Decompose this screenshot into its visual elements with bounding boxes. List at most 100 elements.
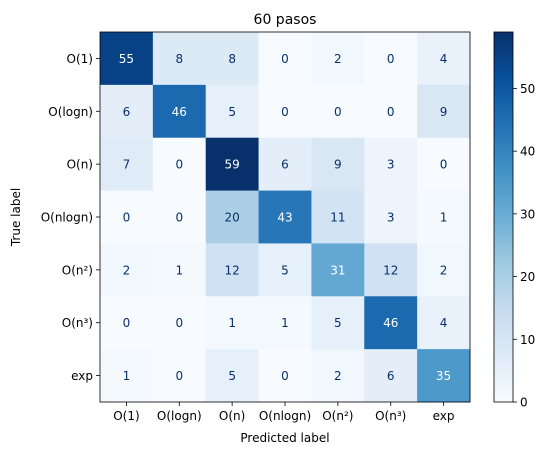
colorbar-tick-label: 0 xyxy=(520,396,528,410)
x-tick-label: exp xyxy=(433,409,455,423)
colorbar xyxy=(493,31,514,403)
heatmap-cell xyxy=(417,84,471,139)
y-axis-ticks: O(1) O(logn) O(n) O(nlogn) O(n²) O(n³) exp xyxy=(41,52,100,383)
heatmap-cell xyxy=(258,296,312,350)
cell-value-label: 2 xyxy=(334,369,342,383)
cell-value-label: 1 xyxy=(281,316,289,330)
heatmap-cell xyxy=(364,296,418,350)
cell-value-label: 0 xyxy=(281,52,289,66)
x-tick-label: O(n²) xyxy=(322,409,353,423)
heatmap-cell xyxy=(152,137,207,192)
cell-value-label: 1 xyxy=(228,316,236,330)
heatmap-cell xyxy=(205,349,260,403)
cell-value-label: 5 xyxy=(281,263,289,277)
colorbar-tick-label: 30 xyxy=(520,207,535,221)
heatmap-cell xyxy=(152,32,207,86)
cell-value-label: 5 xyxy=(228,369,236,383)
cell-value-label: 20 xyxy=(225,211,240,225)
heatmap-cell xyxy=(205,190,260,244)
cell-value-label: 0 xyxy=(123,211,131,225)
heatmap-cell xyxy=(364,32,418,86)
cell-value-label: 0 xyxy=(175,158,183,172)
cell-value-label: 12 xyxy=(383,263,398,277)
heatmap-cell xyxy=(205,137,260,192)
cell-value-label: 0 xyxy=(175,369,183,383)
cell-value-labels: 55 8 8 0 2 0 46 46 5 0 0 0 97 0 59 6 9 3 00 0 20 43 11 3 12 1 12 5 3… xyxy=(119,52,451,383)
cell-value-label: 11 xyxy=(330,211,345,225)
heatmap-cell xyxy=(152,296,207,350)
heatmap-cell xyxy=(258,84,312,139)
heatmap-cell xyxy=(417,190,471,244)
heatmap-cell xyxy=(258,190,312,244)
heatmap-cell xyxy=(258,137,312,192)
cell-value-label: 0 xyxy=(387,52,395,66)
y-tick-label: exp xyxy=(71,369,93,383)
x-tick-label: O(logn) xyxy=(157,409,202,423)
y-tick-label: O(n) xyxy=(67,158,93,172)
cell-value-label: 1 xyxy=(440,211,448,225)
heatmap-cell xyxy=(311,32,365,86)
cell-value-label: 0 xyxy=(175,316,183,330)
heatmap-cell xyxy=(205,84,260,139)
heatmap-cell xyxy=(100,296,154,350)
heatmap-cell xyxy=(258,32,312,86)
heatmap-cell xyxy=(364,137,418,192)
heatmap-cell xyxy=(258,243,312,297)
cell-value-label: 2 xyxy=(123,263,131,277)
colorbar-ticks: 0 10 20 30 40 50 xyxy=(513,82,535,410)
cell-value-label: 9 xyxy=(334,158,342,172)
chart-title: 60 pasos xyxy=(254,12,317,28)
cell-value-label: 4 xyxy=(440,316,448,330)
heatmap-cell xyxy=(100,349,154,403)
heatmap-cell xyxy=(417,296,471,350)
cell-value-label: 7 xyxy=(123,158,131,172)
cell-value-label: 2 xyxy=(334,52,342,66)
heatmap-cell xyxy=(364,190,418,244)
heatmap-cell xyxy=(417,243,471,297)
cell-value-label: 0 xyxy=(440,158,448,172)
heatmap-cells xyxy=(100,32,471,403)
heatmap-cell xyxy=(100,243,154,297)
cell-value-label: 1 xyxy=(175,263,183,277)
y-tick-label: O(nlogn) xyxy=(41,211,93,225)
heatmap-cell xyxy=(100,137,154,192)
y-tick-label: O(n²) xyxy=(62,263,93,277)
cell-value-label: 46 xyxy=(383,316,398,330)
cell-value-label: 0 xyxy=(387,105,395,119)
cell-value-label: 43 xyxy=(277,211,292,225)
x-axis-label: Predicted label xyxy=(240,431,329,445)
x-tick-label: O(nlogn) xyxy=(259,409,311,423)
cell-value-label: 0 xyxy=(281,105,289,119)
cell-value-label: 6 xyxy=(281,158,289,172)
heatmap-cell xyxy=(311,190,365,244)
cell-value-label: 0 xyxy=(281,369,289,383)
heatmap-cell xyxy=(311,243,365,297)
cell-value-label: 5 xyxy=(228,105,236,119)
colorbar-tick-label: 40 xyxy=(520,145,535,159)
heatmap-cell xyxy=(417,137,471,192)
heatmap-cell xyxy=(100,190,154,244)
y-tick-label: O(n³) xyxy=(62,316,93,330)
heatmap-cell xyxy=(205,243,260,297)
heatmap-cell xyxy=(152,84,207,139)
x-tick-label: O(n³) xyxy=(375,409,406,423)
cell-value-label: 59 xyxy=(225,158,240,172)
heatmap-cell xyxy=(152,190,207,244)
heatmap-cell xyxy=(364,243,418,297)
cell-value-label: 3 xyxy=(387,158,395,172)
y-tick-label: O(1) xyxy=(67,52,93,66)
heatmap-cell xyxy=(311,137,365,192)
cell-value-label: 6 xyxy=(123,105,131,119)
colorbar-tick-label: 10 xyxy=(520,333,535,347)
heatmap-cell xyxy=(205,296,260,350)
heatmap-cell xyxy=(417,32,471,86)
heatmap-cell xyxy=(311,84,365,139)
x-tick-label: O(n) xyxy=(219,409,245,423)
x-tick-label: O(1) xyxy=(113,409,139,423)
heatmap-cell xyxy=(417,349,471,403)
cell-value-label: 4 xyxy=(440,52,448,66)
cell-value-label: 0 xyxy=(334,105,342,119)
heatmap-cell xyxy=(100,84,154,139)
colorbar-tick-label: 20 xyxy=(520,270,535,284)
